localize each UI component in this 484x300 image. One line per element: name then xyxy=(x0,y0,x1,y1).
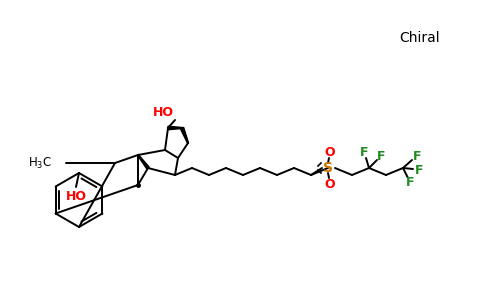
Text: O: O xyxy=(325,146,335,158)
Text: F: F xyxy=(415,164,423,176)
Text: F: F xyxy=(360,146,368,160)
Text: HO: HO xyxy=(65,190,87,203)
Text: F: F xyxy=(413,149,421,163)
Text: O: O xyxy=(325,178,335,190)
Polygon shape xyxy=(168,126,182,130)
Polygon shape xyxy=(181,128,188,143)
Text: S: S xyxy=(323,161,333,175)
Text: F: F xyxy=(406,176,414,190)
Text: HO: HO xyxy=(152,106,173,118)
Text: H$_3$C: H$_3$C xyxy=(28,155,52,170)
Text: F: F xyxy=(377,149,385,163)
Polygon shape xyxy=(137,155,149,169)
Text: Chiral: Chiral xyxy=(400,31,440,45)
